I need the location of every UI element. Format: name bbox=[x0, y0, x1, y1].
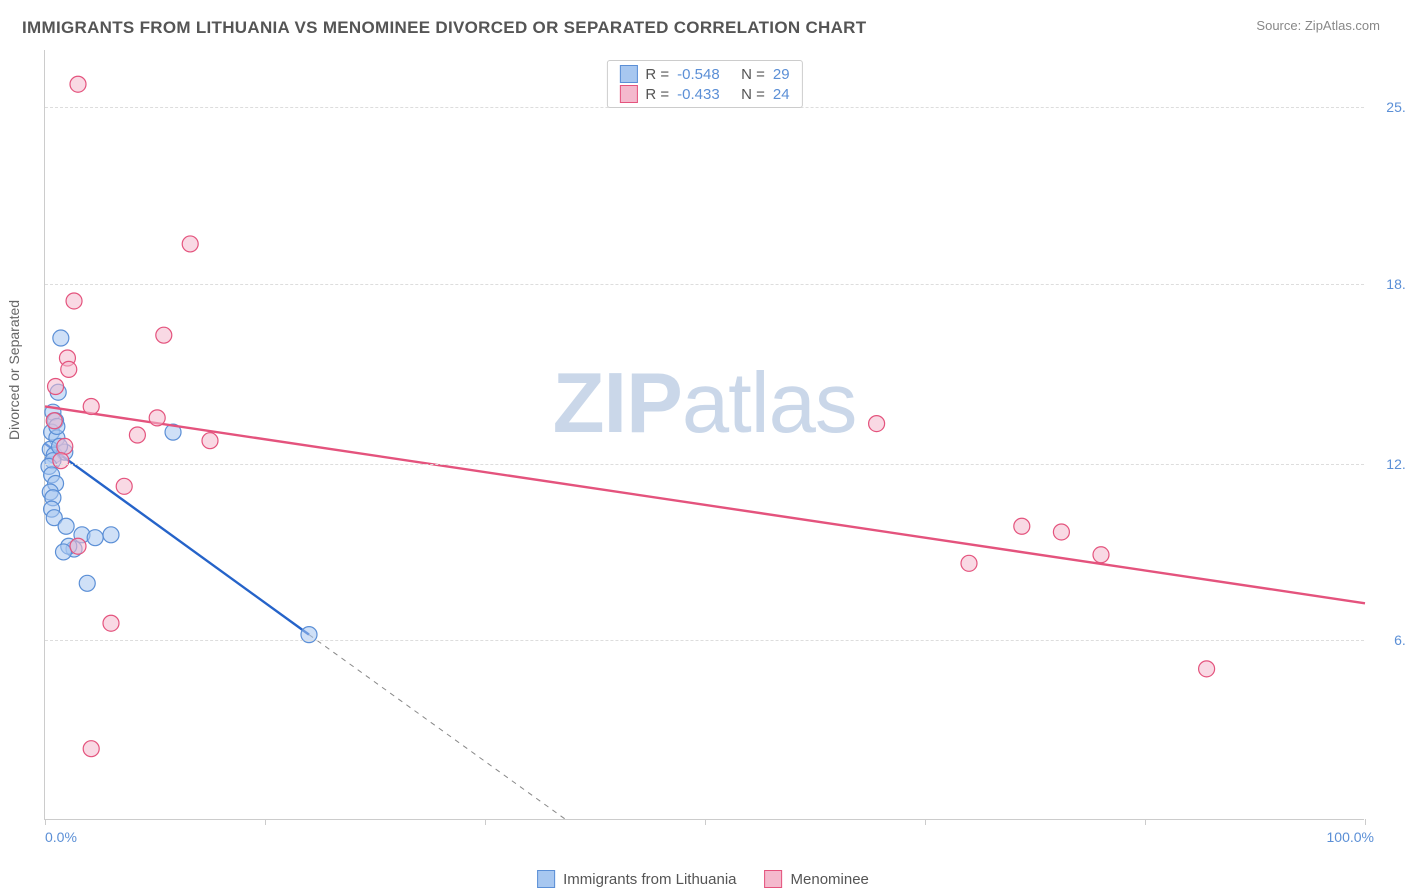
legend-swatch bbox=[537, 870, 555, 888]
data-point-menominee bbox=[46, 413, 62, 429]
legend-swatch bbox=[765, 870, 783, 888]
legend-row-menominee: R = -0.433 N = 24 bbox=[619, 85, 789, 103]
n-label: N = bbox=[741, 86, 765, 103]
n-value-lithuania: 29 bbox=[773, 66, 790, 83]
data-point-menominee bbox=[48, 379, 64, 395]
data-point-lithuania bbox=[87, 530, 103, 546]
x-tick-mark bbox=[705, 819, 706, 825]
gridline bbox=[45, 464, 1364, 465]
data-point-menominee bbox=[83, 398, 99, 414]
x-tick-mark bbox=[265, 819, 266, 825]
chart-plot-area: ZIPatlas R = -0.548 N = 29 R = -0.433 N … bbox=[44, 50, 1364, 820]
data-point-menominee bbox=[869, 416, 885, 432]
data-point-menominee bbox=[961, 555, 977, 571]
data-point-menominee bbox=[57, 438, 73, 454]
legend-item: Menominee bbox=[765, 870, 869, 888]
data-point-menominee bbox=[1014, 518, 1030, 534]
data-point-menominee bbox=[116, 478, 132, 494]
data-point-menominee bbox=[66, 293, 82, 309]
data-point-lithuania bbox=[55, 544, 71, 560]
x-tick-mark bbox=[45, 819, 46, 825]
y-tick-label: 25.0% bbox=[1370, 99, 1406, 115]
data-point-menominee bbox=[149, 410, 165, 426]
regression-line-menominee bbox=[45, 406, 1365, 603]
scatter-svg bbox=[45, 50, 1364, 819]
legend-bottom: Immigrants from Lithuania Menominee bbox=[537, 870, 869, 888]
data-point-menominee bbox=[61, 361, 77, 377]
data-point-lithuania bbox=[58, 518, 74, 534]
y-tick-label: 18.8% bbox=[1370, 276, 1406, 292]
data-point-menominee bbox=[70, 76, 86, 92]
data-point-menominee bbox=[1053, 524, 1069, 540]
n-value-menominee: 24 bbox=[773, 86, 790, 103]
r-value-menominee: -0.433 bbox=[677, 86, 733, 103]
data-point-menominee bbox=[53, 453, 69, 469]
chart-title: IMMIGRANTS FROM LITHUANIA VS MENOMINEE D… bbox=[22, 18, 866, 38]
r-value-lithuania: -0.548 bbox=[677, 66, 733, 83]
r-label: R = bbox=[645, 86, 669, 103]
data-point-menominee bbox=[103, 615, 119, 631]
legend-label: Menominee bbox=[791, 871, 869, 888]
r-label: R = bbox=[645, 66, 669, 83]
legend-label: Immigrants from Lithuania bbox=[563, 871, 736, 888]
data-point-lithuania bbox=[103, 527, 119, 543]
data-point-menominee bbox=[1093, 547, 1109, 563]
x-tick-mark bbox=[925, 819, 926, 825]
source-name: ZipAtlas.com bbox=[1305, 18, 1380, 33]
data-point-menominee bbox=[182, 236, 198, 252]
y-tick-label: 6.3% bbox=[1370, 632, 1406, 648]
swatch-menominee bbox=[619, 85, 637, 103]
source-attribution: Source: ZipAtlas.com bbox=[1256, 18, 1380, 33]
x-tick-mark bbox=[1365, 819, 1366, 825]
data-point-menominee bbox=[129, 427, 145, 443]
x-tick-mark bbox=[1145, 819, 1146, 825]
data-point-menominee bbox=[1199, 661, 1215, 677]
data-point-menominee bbox=[202, 433, 218, 449]
data-point-menominee bbox=[70, 538, 86, 554]
gridline bbox=[45, 284, 1364, 285]
x-tick-mark bbox=[485, 819, 486, 825]
data-point-menominee bbox=[156, 327, 172, 343]
n-label: N = bbox=[741, 66, 765, 83]
gridline bbox=[45, 640, 1364, 641]
swatch-lithuania bbox=[619, 65, 637, 83]
data-point-lithuania bbox=[53, 330, 69, 346]
legend-item: Immigrants from Lithuania bbox=[537, 870, 736, 888]
regression-dashed-lithuania bbox=[309, 635, 566, 820]
legend-correlation-box: R = -0.548 N = 29 R = -0.433 N = 24 bbox=[606, 60, 802, 108]
data-point-lithuania bbox=[79, 575, 95, 591]
data-point-menominee bbox=[83, 741, 99, 757]
y-tick-label: 12.5% bbox=[1370, 456, 1406, 472]
legend-row-lithuania: R = -0.548 N = 29 bbox=[619, 65, 789, 83]
source-label: Source: bbox=[1256, 18, 1301, 33]
x-tick-label-min: 0.0% bbox=[45, 829, 77, 845]
y-axis-label: Divorced or Separated bbox=[6, 300, 22, 440]
x-tick-label-max: 100.0% bbox=[1327, 829, 1374, 845]
